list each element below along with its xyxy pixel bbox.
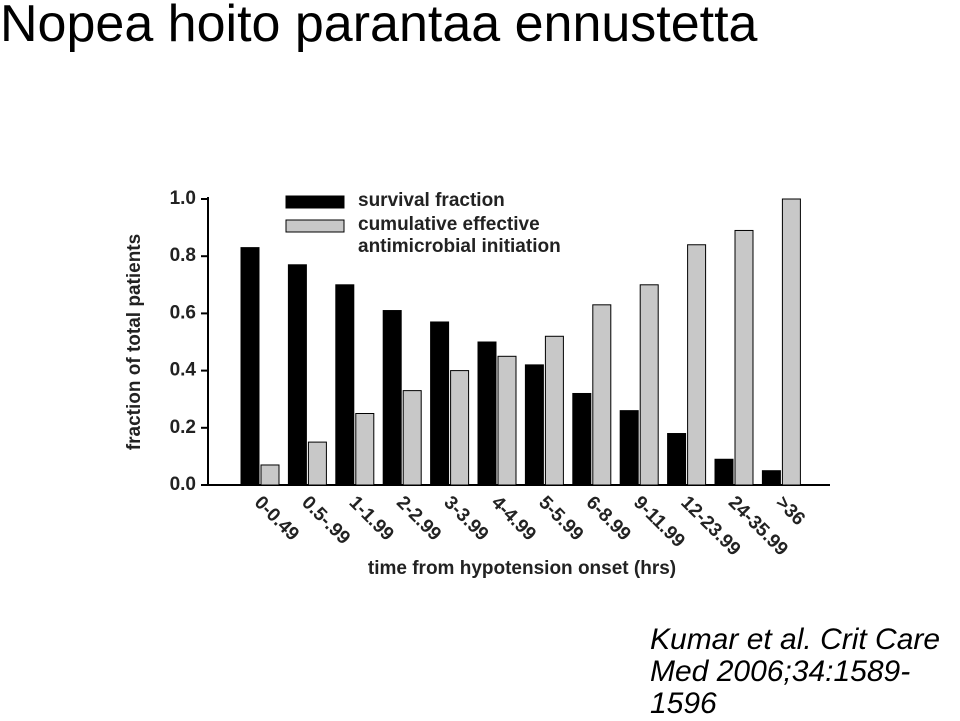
x-axis-label: time from hypotension onset (hrs) — [368, 558, 676, 579]
bar — [714, 458, 734, 486]
citation: Kumar et al. Crit Care Med 2006;34:1589-… — [650, 623, 941, 720]
bar — [497, 355, 517, 486]
x-tick-label: 0.5-.99 — [297, 492, 354, 549]
bar — [592, 304, 612, 486]
bar — [355, 413, 375, 486]
bar — [667, 433, 687, 486]
x-tick-label: 3-3.99 — [440, 492, 493, 545]
slide-title: Nopea hoito parantaa ennustetta — [0, 0, 758, 53]
y-tick-label: 0.8 — [170, 245, 196, 266]
bar — [450, 370, 470, 486]
legend-label: survival fraction — [358, 190, 505, 211]
bar — [260, 464, 280, 486]
bar — [734, 229, 754, 486]
bar — [619, 410, 639, 486]
legend-swatch — [285, 195, 345, 209]
x-tick-label: 9-11.99 — [629, 492, 689, 552]
bar — [544, 335, 564, 486]
y-tick-label: 1.0 — [170, 188, 196, 209]
bar — [307, 441, 327, 486]
bar — [335, 284, 355, 486]
bar — [477, 341, 497, 486]
bar — [402, 390, 422, 486]
bar — [572, 392, 592, 486]
bar — [639, 284, 659, 486]
y-tick-label: 0.2 — [170, 417, 196, 438]
legend-swatch — [285, 219, 345, 233]
bar — [382, 310, 402, 486]
bar — [287, 264, 307, 486]
bar — [761, 470, 781, 486]
bar — [430, 321, 450, 486]
y-axis-label: fraction of total patients — [124, 234, 145, 450]
x-tick-label: 6-8.99 — [582, 492, 635, 545]
y-tick-label: 0.6 — [170, 302, 196, 323]
x-tick-label: 1-1.99 — [345, 492, 398, 545]
x-tick-label: 2-2.99 — [392, 492, 445, 545]
bar — [781, 198, 801, 486]
bar — [240, 247, 260, 486]
x-tick-label: >36 — [771, 492, 809, 530]
y-tick-label: 0.4 — [170, 360, 197, 381]
bar — [687, 244, 707, 486]
x-tick-label: 5-5.99 — [534, 492, 587, 545]
y-tick-label: 0.0 — [170, 474, 196, 495]
x-tick-label: 0-0.49 — [250, 492, 303, 545]
legend-label: cumulative effective antimicrobial initi… — [358, 214, 561, 257]
x-tick-label: 4-4.99 — [487, 492, 540, 545]
bar — [524, 364, 544, 486]
